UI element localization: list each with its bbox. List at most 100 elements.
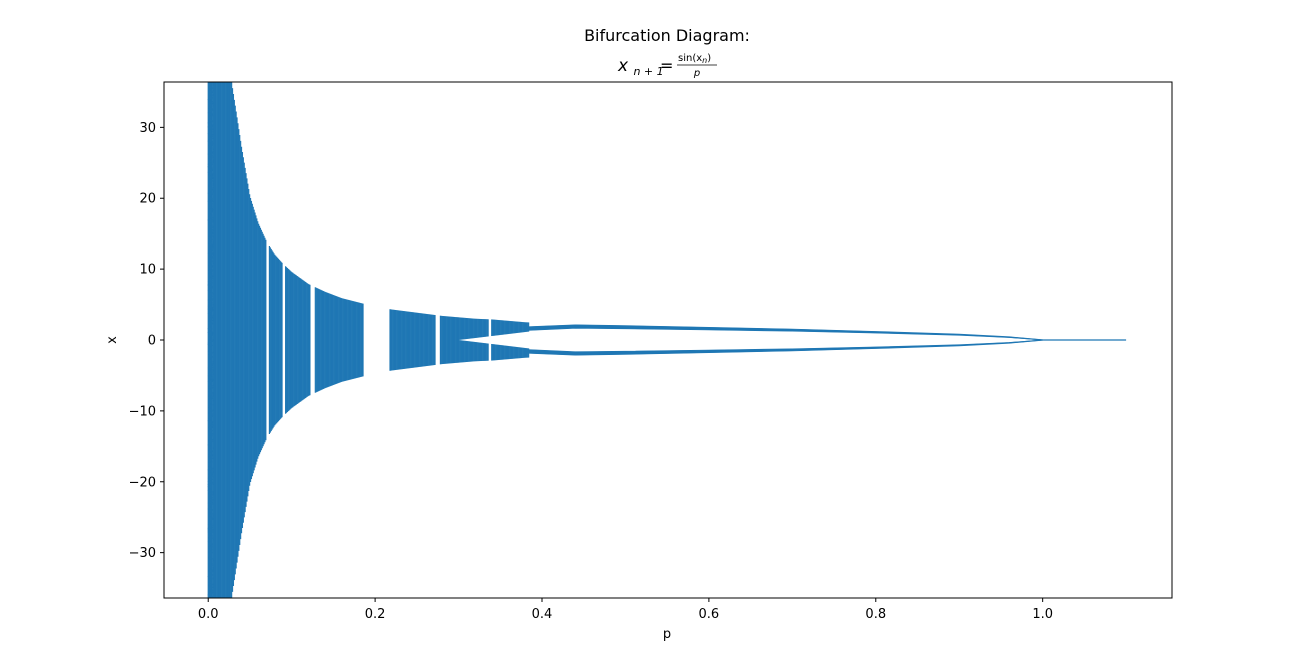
scatter-point: [210, 151, 212, 153]
scatter-point: [210, 441, 212, 443]
scatter-point: [208, 456, 210, 458]
scatter-point: [208, 297, 211, 299]
scatter-point: [208, 362, 211, 364]
scatter-point: [210, 308, 212, 310]
scatter-point: [208, 465, 211, 467]
scatter-point: [210, 299, 212, 301]
x-tick-label: 0.6: [699, 607, 720, 622]
scatter-point: [212, 513, 214, 515]
scatter-point: [211, 410, 213, 412]
scatter-point: [208, 556, 210, 558]
scatter-point: [209, 379, 211, 381]
scatter-point: [209, 196, 211, 198]
scatter-point: [211, 546, 213, 548]
scatter-point: [209, 418, 211, 420]
scatter-point: [211, 281, 213, 283]
scatter-point: [212, 84, 214, 86]
scatter-point: [212, 569, 214, 571]
scatter-point: [210, 568, 212, 570]
formula-equals: =: [660, 56, 673, 75]
scatter-point: [209, 248, 212, 250]
scatter-point: [209, 576, 211, 578]
scatter-point: [211, 380, 213, 382]
scatter-point: [212, 570, 214, 572]
scatter-point: [208, 222, 211, 224]
scatter-point: [211, 328, 213, 330]
scatter-point: [211, 283, 213, 285]
scatter-point: [210, 460, 212, 462]
scatter-point: [211, 467, 213, 469]
scatter-point: [211, 333, 213, 335]
scatter-point: [207, 281, 210, 283]
scatter-point: [212, 235, 214, 237]
scatter-point: [211, 548, 213, 550]
scatter-point: [208, 112, 210, 114]
scatter-point: [208, 331, 210, 333]
scatter-point: [211, 210, 213, 212]
scatter-point: [211, 256, 213, 258]
scatter-point: [207, 351, 210, 353]
scatter-point: [209, 95, 211, 97]
scatter-point: [209, 466, 211, 468]
scatter-point: [211, 144, 213, 146]
scatter-point: [212, 243, 214, 245]
scatter-point: [210, 368, 212, 370]
scatter-point: [211, 279, 213, 281]
scatter-point: [209, 424, 211, 426]
scatter-point: [208, 572, 211, 574]
scatter-point: [210, 164, 212, 166]
scatter-point: [211, 563, 213, 565]
scatter-point: [211, 98, 213, 100]
scatter-point: [211, 413, 214, 415]
scatter-point: [209, 200, 212, 202]
scatter-point: [207, 289, 210, 291]
scatter-point: [211, 310, 213, 312]
scatter-point: [208, 589, 211, 591]
scatter-point: [212, 467, 214, 469]
scatter-point: [208, 472, 210, 474]
scatter-point: [209, 210, 211, 212]
scatter-point: [212, 584, 214, 586]
scatter-point: [208, 482, 211, 484]
scatter-point: [210, 477, 212, 479]
scatter-point: [211, 286, 213, 288]
scatter-point: [211, 179, 213, 181]
scatter-point: [207, 375, 210, 377]
y-tick-label: −20: [129, 475, 156, 490]
scatter-point: [212, 240, 214, 242]
scatter-point: [211, 376, 213, 378]
scatter-point: [212, 120, 214, 122]
scatter-point: [208, 282, 210, 284]
scatter-point: [211, 398, 214, 400]
scatter-point: [209, 261, 211, 263]
scatter-point: [210, 273, 212, 275]
scatter-point: [209, 247, 211, 249]
scatter-point: [209, 213, 212, 215]
scatter-point: [211, 142, 214, 144]
scatter-point: [209, 387, 211, 389]
scatter-point: [208, 412, 210, 414]
plot-area: [163, 81, 1173, 599]
y-axis-label: x: [105, 336, 120, 344]
scatter-point: [208, 596, 210, 598]
scatter-point: [209, 170, 211, 172]
scatter-point: [211, 592, 213, 594]
scatter-point: [211, 552, 213, 554]
scatter-point: [209, 122, 211, 124]
scatter-point: [210, 371, 212, 373]
scatter-point: [210, 397, 212, 399]
scatter-point: [210, 319, 212, 321]
scatter-point: [210, 272, 212, 274]
scatter-point: [211, 208, 213, 210]
scatter-point: [208, 155, 211, 157]
scatter-point: [208, 483, 210, 485]
scatter-point: [209, 98, 211, 100]
scatter-point: [208, 474, 210, 476]
scatter-point: [208, 406, 210, 408]
formula-numerator: sin(xn): [678, 53, 711, 65]
scatter-point: [208, 488, 210, 490]
scatter-point: [210, 478, 212, 480]
scatter-point: [208, 504, 210, 506]
scatter-point: [208, 237, 210, 239]
scatter-point: [210, 480, 212, 482]
